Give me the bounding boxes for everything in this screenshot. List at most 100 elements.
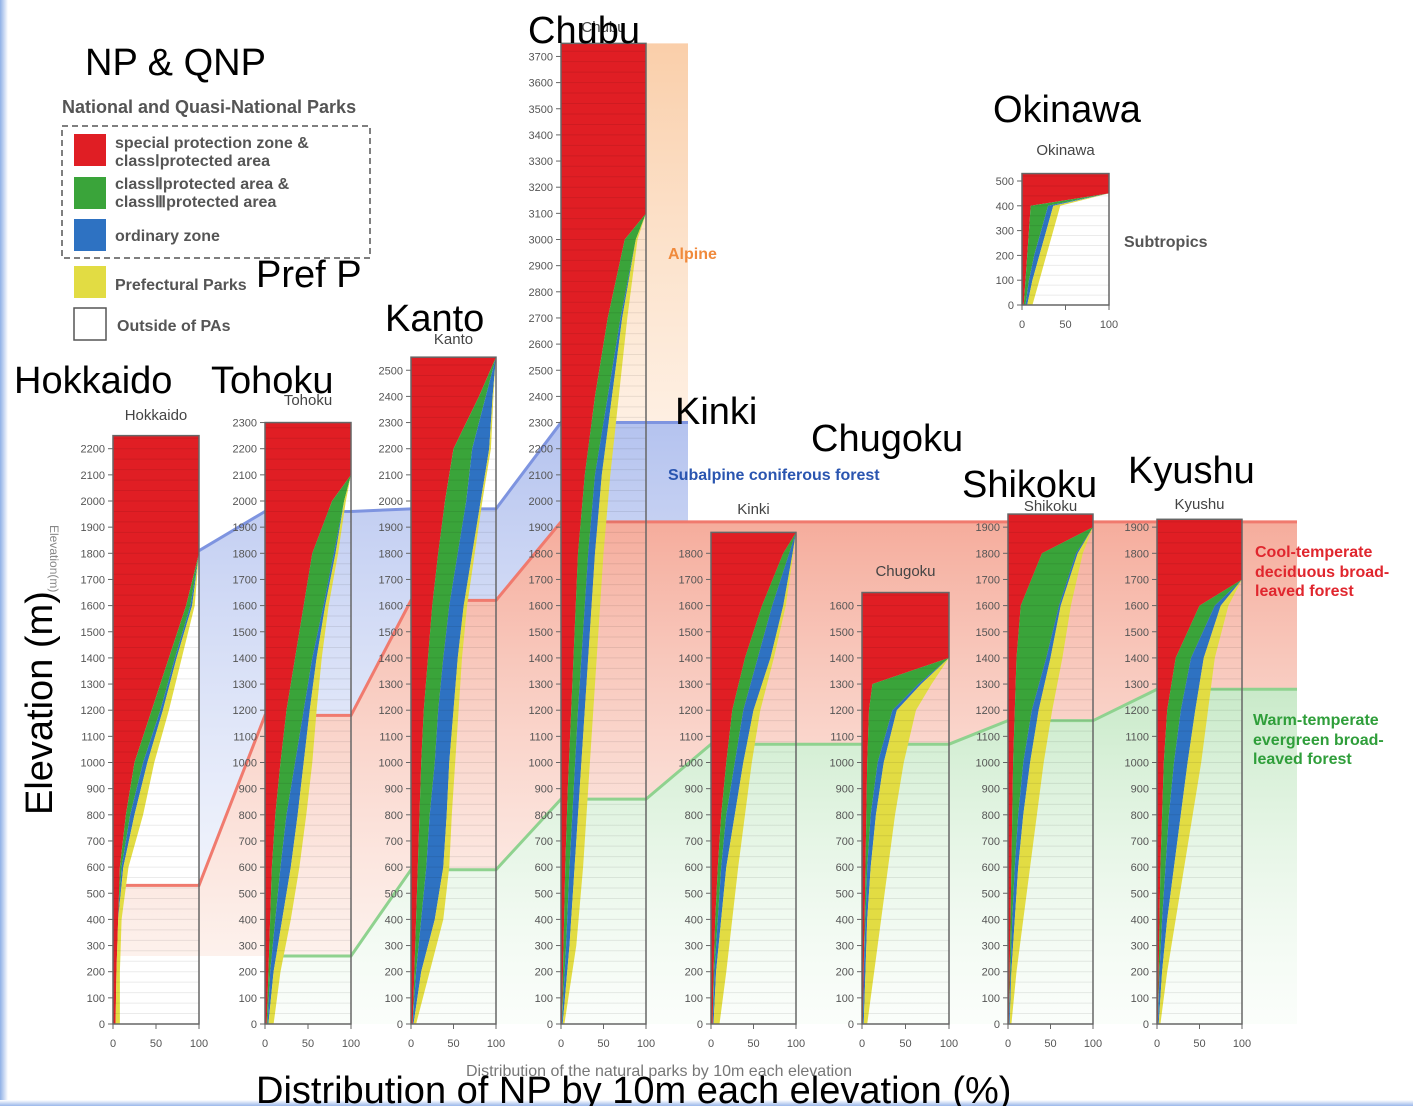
y-tick-label: 0 bbox=[251, 1019, 257, 1031]
chubu-special-protection-layer bbox=[561, 43, 646, 1024]
y-tick-label: 1700 bbox=[976, 574, 1000, 586]
y-tick-label: 2400 bbox=[529, 391, 553, 403]
kyushu-ordinary-zone-layer bbox=[1157, 519, 1242, 1024]
panel-kyushu: 0100200300400500600700800900100011001200… bbox=[1125, 450, 1255, 1050]
shikoku-ordinary-zone-layer bbox=[1008, 514, 1093, 1024]
okinawa-prefectural-layer bbox=[1027, 173, 1109, 305]
y-tick-label: 500 bbox=[982, 888, 1000, 900]
y-tick-label: 3100 bbox=[529, 208, 553, 220]
y-tick-label: 2900 bbox=[529, 261, 553, 273]
kanto-small-label: Kanto bbox=[434, 331, 473, 348]
y-axis-title: Elevation (m) bbox=[19, 591, 61, 815]
y-tick-label: 1900 bbox=[233, 522, 257, 534]
panel-hokkaido: 0100200300400500600700800900100011001200… bbox=[14, 360, 208, 1050]
shikoku-special-protection-layer bbox=[1008, 514, 1093, 1024]
y-tick-label: 600 bbox=[87, 862, 105, 874]
y-tick-label: 1700 bbox=[1125, 574, 1149, 586]
chugoku-class2-3-layer bbox=[862, 592, 949, 1024]
legend-swatch-prefectural bbox=[74, 266, 106, 298]
y-tick-label: 1200 bbox=[379, 705, 403, 717]
legend-class2-line1: classⅡprotected area & bbox=[115, 176, 290, 193]
y-tick-label: 600 bbox=[385, 862, 403, 874]
bottom-edge-decoration bbox=[0, 1100, 1413, 1106]
y-tick-label: 700 bbox=[982, 836, 1000, 848]
y-tick-label: 1700 bbox=[529, 574, 553, 586]
y-tick-label: 1700 bbox=[81, 574, 105, 586]
x-tick-label: 100 bbox=[1084, 1038, 1102, 1050]
chugoku-region-label: Chugoku bbox=[811, 418, 963, 460]
y-tick-label: 400 bbox=[385, 914, 403, 926]
y-tick-label: 400 bbox=[836, 914, 854, 926]
y-tick-label: 2000 bbox=[233, 496, 257, 508]
y-tick-label: 800 bbox=[685, 810, 703, 822]
kanto-class2-3-layer bbox=[412, 357, 496, 1024]
y-tick-label: 0 bbox=[994, 1019, 1000, 1031]
warm-temperate-label-3: leaved forest bbox=[1253, 751, 1352, 768]
y-tick-label: 300 bbox=[982, 941, 1000, 953]
y-tick-label: 2000 bbox=[379, 496, 403, 508]
y-tick-label: 1600 bbox=[679, 601, 703, 613]
shikoku-region-label: Shikoku bbox=[962, 464, 1097, 506]
cool-temperate-upper-boundary bbox=[113, 520, 1297, 887]
kyushu-special-protection-layer bbox=[1157, 519, 1242, 1024]
y-tick-label: 100 bbox=[535, 993, 553, 1005]
x-tick-label: 50 bbox=[447, 1038, 459, 1050]
legend-heading: National and Quasi-National Parks bbox=[62, 97, 356, 117]
y-tick-label: 800 bbox=[385, 810, 403, 822]
y-tick-label: 1500 bbox=[379, 627, 403, 639]
tohoku-prefectural-layer bbox=[268, 422, 351, 1024]
legend-prefectural-label: Prefectural Parks bbox=[115, 277, 247, 294]
y-tick-label: 100 bbox=[982, 993, 1000, 1005]
y-tick-label: 1900 bbox=[529, 522, 553, 534]
tohoku-special-protection-layer bbox=[265, 422, 351, 1024]
y-tick-label: 700 bbox=[535, 836, 553, 848]
y-tick-label: 300 bbox=[1131, 941, 1149, 953]
kyushu-region-label: Kyushu bbox=[1128, 450, 1255, 492]
y-tick-label: 1000 bbox=[233, 758, 257, 770]
y-tick-label: 1600 bbox=[529, 601, 553, 613]
np-qnp-title: NP & QNP bbox=[85, 42, 266, 84]
y-tick-label: 1300 bbox=[830, 679, 854, 691]
y-tick-label: 1500 bbox=[233, 627, 257, 639]
y-tick-label: 1800 bbox=[679, 548, 703, 560]
chugoku-special-protection-layer bbox=[862, 592, 949, 1024]
y-tick-label: 1400 bbox=[233, 653, 257, 665]
x-tick-label: 50 bbox=[747, 1038, 759, 1050]
y-tick-label: 1200 bbox=[529, 705, 553, 717]
y-tick-label: 1100 bbox=[81, 731, 105, 743]
y-tick-label: 2100 bbox=[529, 470, 553, 482]
y-tick-label: 2300 bbox=[233, 418, 257, 430]
tohoku-ordinary-zone-layer bbox=[267, 422, 351, 1024]
y-tick-label: 700 bbox=[87, 836, 105, 848]
y-tick-label: 1600 bbox=[81, 601, 105, 613]
x-tick-label: 0 bbox=[1019, 319, 1025, 331]
hokkaido-prefectural-layer bbox=[115, 435, 199, 1024]
x-tick-label: 100 bbox=[1233, 1038, 1251, 1050]
y-tick-label: 1300 bbox=[81, 679, 105, 691]
y-tick-label: 1300 bbox=[529, 679, 553, 691]
warm-temperate-upper-boundary bbox=[265, 687, 1297, 958]
y-tick-label: 300 bbox=[239, 941, 257, 953]
y-tick-label: 1500 bbox=[1125, 627, 1149, 639]
x-tick-label: 50 bbox=[1193, 1038, 1205, 1050]
y-tick-label: 1600 bbox=[976, 601, 1000, 613]
y-tick-label: 1000 bbox=[81, 758, 105, 770]
y-tick-label: 1400 bbox=[379, 653, 403, 665]
y-tick-label: 800 bbox=[535, 810, 553, 822]
y-tick-label: 200 bbox=[535, 967, 553, 979]
x-axis-title: Distribution of NP by 10m each elevation… bbox=[256, 1070, 1011, 1106]
shikoku-class2-3-layer bbox=[1008, 514, 1093, 1024]
panel-chubu: 0100200300400500600700800900100011001200… bbox=[528, 10, 655, 1050]
y-tick-label: 400 bbox=[996, 201, 1014, 213]
y-tick-label: 200 bbox=[385, 967, 403, 979]
chubu-small-label: Chubu bbox=[581, 19, 625, 36]
y-tick-label: 2600 bbox=[529, 339, 553, 351]
legend-special-line2: classⅠprotected area bbox=[115, 153, 270, 170]
y-tick-label: 2200 bbox=[233, 444, 257, 456]
y-tick-label: 1500 bbox=[81, 627, 105, 639]
y-tick-label: 1200 bbox=[233, 705, 257, 717]
x-axis-small-title: Distribution of the natural parks by 10m… bbox=[466, 1063, 852, 1080]
x-tick-label: 0 bbox=[558, 1038, 564, 1050]
y-tick-label: 0 bbox=[547, 1019, 553, 1031]
